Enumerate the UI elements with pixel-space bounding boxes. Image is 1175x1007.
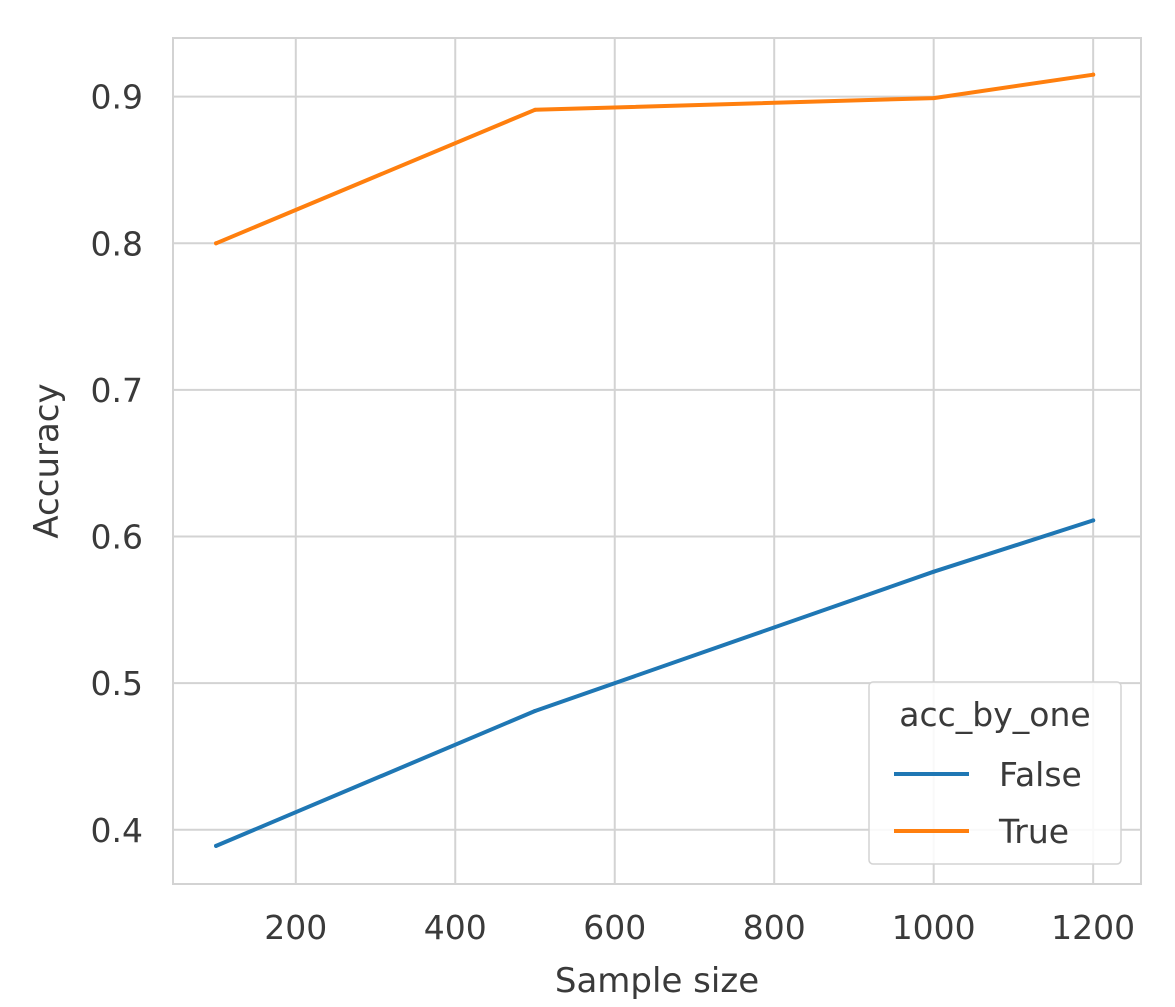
y-tick-label: 0.8 [91,224,143,263]
y-tick-label: 0.6 [91,518,143,557]
legend-title: acc_by_one [899,695,1090,734]
legend-items: False True [894,755,1082,851]
y-axis-ticks: 0.4 0.5 0.6 0.7 0.8 0.9 [91,78,143,850]
data-point-true [931,96,936,101]
plot-frame [172,37,1142,885]
series-lines [214,72,1096,848]
x-axis-ticks: 200 400 600 800 1000 1200 [264,908,1135,947]
grid [173,38,1141,884]
y-tick-label: 0.4 [91,811,143,850]
data-point-false [1091,518,1096,523]
legend: acc_by_one False True [868,681,1122,865]
data-point-false [931,569,936,574]
series-line-true [214,72,1096,246]
y-axis-title: Accuracy [27,383,67,538]
y-tick-label: 0.7 [91,371,143,410]
x-axis-title: Sample size [555,961,759,1001]
x-tick-label: 1200 [1051,908,1135,947]
x-tick-label: 1000 [892,908,976,947]
y-tick-label: 0.9 [91,78,143,117]
x-tick-label: 600 [583,908,646,947]
data-point-true [214,241,219,246]
x-tick-label: 400 [424,908,487,947]
data-point-true [1091,72,1096,77]
y-tick-label: 0.5 [91,664,143,703]
x-tick-label: 200 [264,908,327,947]
data-point-false [533,708,538,713]
data-point-false [214,843,219,848]
legend-label-true: True [998,812,1069,851]
series-line-false [214,518,1096,848]
data-point-true [533,107,538,112]
x-tick-label: 800 [743,908,806,947]
legend-box [868,681,1122,865]
legend-label-false: False [999,755,1082,794]
